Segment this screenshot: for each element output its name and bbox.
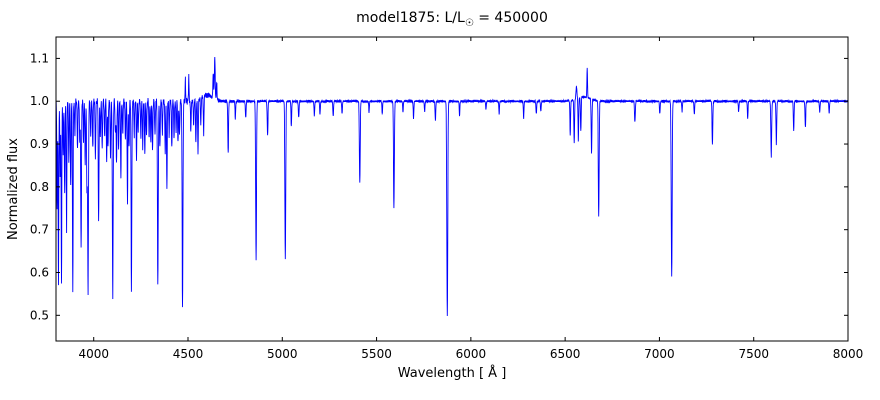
y-axis-label: Normalized flux [6, 138, 21, 240]
y-tick-label: 1.1 [30, 51, 49, 65]
axes-box [55, 36, 849, 342]
y-tick-label: 0.9 [30, 137, 49, 151]
sun-symbol: ☉ [464, 17, 474, 29]
y-tick-label: 0.5 [30, 308, 49, 322]
x-axis-label: Wavelength [ Å ] [397, 366, 507, 381]
x-tick-label: 8000 [833, 347, 864, 361]
y-tick-label: 0.8 [30, 180, 49, 194]
x-tick-label: 5000 [267, 347, 298, 361]
y-tick-label: 1.0 [30, 94, 49, 108]
y-tick-label: 0.6 [30, 265, 49, 279]
x-tick-label: 7500 [738, 347, 769, 361]
chart-title-prefix: model1875: L/L [356, 10, 465, 26]
x-tick-label: 5500 [361, 347, 392, 361]
y-tick-label: 0.7 [30, 223, 49, 237]
x-tick-label: 7000 [644, 347, 675, 361]
chart-title: model1875: L/L☉ = 450000 [56, 10, 848, 29]
x-tick-label: 4000 [78, 347, 109, 361]
x-tick-label: 4500 [173, 347, 204, 361]
x-tick-label: 6500 [550, 347, 581, 361]
chart-title-suffix: = 450000 [473, 10, 548, 26]
spectrum-line [55, 57, 849, 316]
x-tick-label: 6000 [456, 347, 487, 361]
